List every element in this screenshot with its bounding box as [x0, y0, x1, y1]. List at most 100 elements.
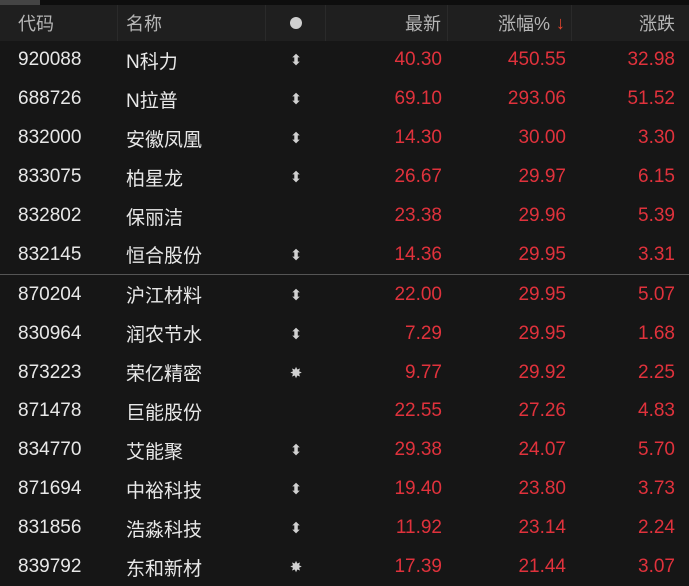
margin-mark-icon: ⬍: [289, 91, 303, 109]
stock-name: 艾能聚: [126, 441, 184, 463]
change-pct: 30.00: [518, 127, 566, 149]
change-pct: 29.96: [518, 205, 566, 226]
stock-name: N拉普: [126, 90, 178, 112]
change-amount: 2.24: [638, 517, 675, 539]
table-row[interactable]: 870204 沪江材料 ⬍ 22.00 29.95 5.07: [0, 275, 689, 314]
stock-code: 832000: [18, 127, 82, 149]
header-change-pct[interactable]: 涨幅% ↓: [448, 5, 572, 41]
margin-mark-icon: ⬍: [289, 481, 303, 499]
header-change-pct-label: 涨幅%: [497, 14, 550, 34]
stock-code: 833075: [18, 166, 82, 188]
stock-name: 保丽洁: [126, 207, 184, 229]
change-pct: 29.97: [518, 166, 566, 188]
stock-name: 荣亿精密: [126, 364, 203, 386]
margin-mark-icon: ⬍: [289, 169, 303, 187]
latest-price: 40.30: [394, 49, 442, 71]
star-mark-icon: ✸: [289, 364, 303, 382]
table-row[interactable]: 832145 恒合股份 ⬍ 14.36 29.95 3.31: [0, 235, 689, 276]
margin-mark-icon: [266, 392, 326, 431]
stock-name: 中裕科技: [126, 480, 203, 502]
change-pct: 450.55: [507, 49, 566, 71]
change-amount: 32.98: [627, 49, 675, 71]
change-pct: 29.95: [518, 322, 566, 344]
latest-price: 17.39: [394, 556, 442, 578]
stock-code: 834770: [18, 439, 82, 461]
change-pct: 29.95: [518, 243, 566, 265]
table-row[interactable]: 920088 N科力 ⬍ 40.30 450.55 32.98: [0, 41, 689, 80]
stock-code: 873223: [18, 361, 82, 383]
table-row[interactable]: 871694 中裕科技 ⬍ 19.40 23.80 3.73: [0, 470, 689, 509]
change-pct: 23.80: [518, 478, 566, 500]
table-row[interactable]: 873223 荣亿精密 ✸ 9.77 29.92 2.25: [0, 353, 689, 392]
stock-name: 巨能股份: [126, 402, 203, 424]
star-mark-icon: ✸: [289, 559, 303, 577]
margin-mark-icon: ⬍: [289, 286, 303, 304]
change-amount: 5.07: [638, 283, 675, 305]
table-row[interactable]: 832000 安徽凤凰 ⬍ 14.30 30.00 3.30: [0, 119, 689, 158]
change-amount: 3.73: [638, 478, 675, 500]
margin-mark-icon: ⬍: [289, 246, 303, 264]
stock-code: 830964: [18, 322, 82, 344]
stock-code: 831856: [18, 517, 82, 539]
change-amount: 3.30: [638, 127, 675, 149]
change-pct: 23.14: [518, 517, 566, 539]
change-pct: 293.06: [507, 88, 566, 110]
table-row[interactable]: 834770 艾能聚 ⬍ 29.38 24.07 5.70: [0, 431, 689, 470]
stock-code: 839792: [18, 556, 82, 578]
table-row[interactable]: 830964 润农节水 ⬍ 7.29 29.95 1.68: [0, 314, 689, 353]
latest-price: 23.38: [394, 205, 442, 226]
stock-name: 安徽凤凰: [126, 129, 203, 151]
change-amount: 5.39: [638, 205, 675, 226]
stock-name: 柏星龙: [126, 168, 184, 190]
change-amount: 4.83: [638, 400, 675, 422]
latest-price: 29.38: [394, 439, 442, 461]
table-row[interactable]: 871478 巨能股份 22.55 27.26 4.83: [0, 392, 689, 431]
latest-price: 22.55: [394, 400, 442, 422]
table-row[interactable]: 839792 东和新材 ✸ 17.39 21.44 3.07: [0, 548, 689, 586]
latest-price: 22.00: [394, 283, 442, 305]
active-tab-indicator[interactable]: [0, 0, 40, 5]
latest-price: 9.77: [405, 361, 442, 383]
change-amount: 1.68: [638, 322, 675, 344]
change-pct: 24.07: [518, 439, 566, 461]
top-tab-strip: [0, 0, 689, 5]
change-pct: 29.92: [518, 361, 566, 383]
table-header: 代码 名称 最新 涨幅% ↓ 涨跌: [0, 5, 689, 41]
margin-mark-icon: ⬍: [289, 520, 303, 538]
change-amount: 6.15: [638, 166, 675, 188]
change-amount: 3.07: [638, 556, 675, 578]
change-amount: 2.25: [638, 361, 675, 383]
table-row[interactable]: 831856 浩淼科技 ⬍ 11.92 23.14 2.24: [0, 509, 689, 548]
stock-code: 832145: [18, 243, 82, 265]
latest-price: 14.30: [394, 127, 442, 149]
stock-code: 920088: [18, 49, 82, 71]
latest-price: 7.29: [405, 322, 442, 344]
change-amount: 51.52: [627, 88, 675, 110]
margin-mark-icon: ⬍: [289, 325, 303, 343]
margin-mark-icon: ⬍: [289, 52, 303, 70]
stock-name: 浩淼科技: [126, 519, 203, 541]
margin-mark-icon: [266, 197, 326, 236]
stock-name: 沪江材料: [126, 286, 203, 308]
latest-price: 14.36: [394, 243, 442, 265]
stock-code: 832802: [18, 205, 82, 226]
header-code[interactable]: 代码: [0, 5, 118, 41]
stock-name: 恒合股份: [126, 246, 203, 268]
header-change[interactable]: 涨跌: [639, 14, 675, 34]
table-row[interactable]: 688726 N拉普 ⬍ 69.10 293.06 51.52: [0, 80, 689, 119]
header-latest[interactable]: 最新: [326, 5, 448, 41]
stock-name: 东和新材: [126, 558, 203, 580]
change-pct: 27.26: [518, 400, 566, 422]
latest-price: 69.10: [394, 88, 442, 110]
change-pct: 21.44: [518, 556, 566, 578]
sort-desc-arrow-icon: ↓: [556, 12, 565, 33]
table-row[interactable]: 832802 保丽洁 23.38 29.96 5.39: [0, 197, 689, 236]
table-row[interactable]: 833075 柏星龙 ⬍ 26.67 29.97 6.15: [0, 158, 689, 197]
stock-code: 870204: [18, 283, 82, 305]
header-mark[interactable]: [266, 5, 326, 41]
stock-code: 871478: [18, 400, 82, 422]
header-name[interactable]: 名称: [118, 5, 266, 41]
stock-name: 润农节水: [126, 325, 203, 347]
table-body: 920088 N科力 ⬍ 40.30 450.55 32.98 688726 N拉…: [0, 41, 689, 586]
